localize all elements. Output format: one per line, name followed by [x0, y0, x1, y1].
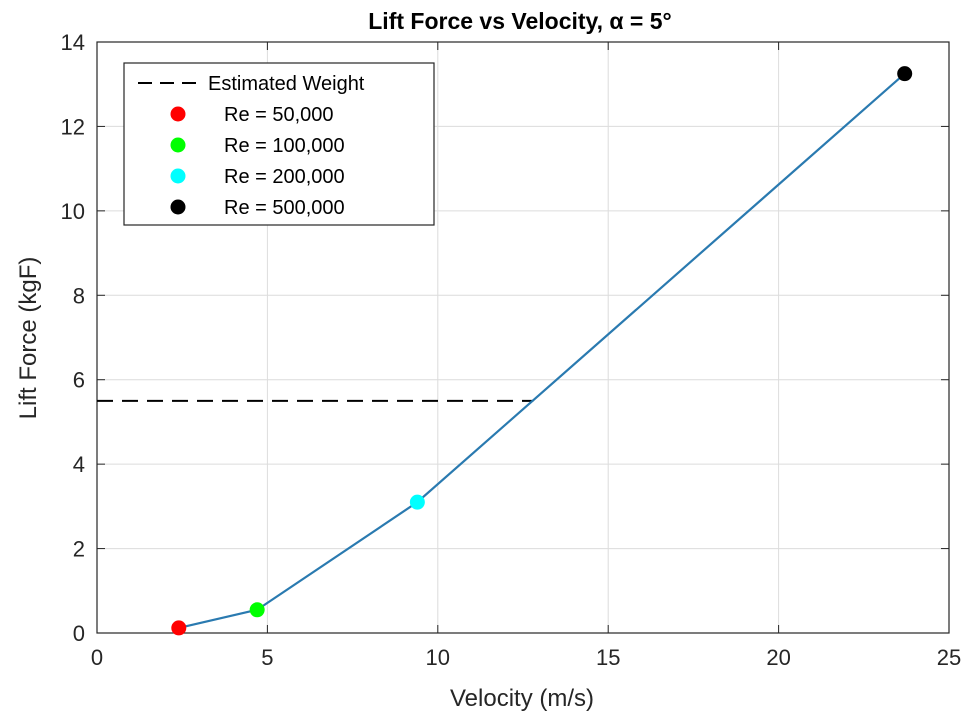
data-point-1	[171, 620, 187, 636]
chart-title: Lift Force vs Velocity, α = 5°	[368, 8, 672, 34]
data-point-2	[249, 602, 265, 618]
y-tick-label: 0	[73, 621, 85, 646]
legend-swatch-2	[170, 137, 186, 153]
y-tick-label: 10	[61, 199, 85, 224]
legend-label-3: Re = 200,000	[224, 166, 345, 188]
legend-label-2: Re = 100,000	[224, 135, 345, 157]
x-tick-label: 5	[261, 645, 273, 670]
legend-swatch-1	[170, 106, 186, 122]
plot-area-border	[96, 41, 950, 634]
data-points	[171, 66, 913, 636]
data-point-3	[409, 494, 425, 510]
x-axis-label: Velocity (m/s)	[450, 685, 594, 712]
y-tick-label: 4	[73, 452, 85, 477]
lift-force-series-line	[178, 72, 906, 630]
x-tick-label: 10	[426, 645, 450, 670]
tick-marks	[96, 41, 950, 634]
y-axis-label: Lift Force (kgF)	[15, 257, 42, 420]
y-tick-label: 8	[73, 283, 85, 308]
x-tick-label: 20	[766, 645, 790, 670]
x-tick-label: 0	[91, 645, 103, 670]
x-tick-labels: 0 5 10 15 20 25	[91, 645, 961, 670]
legend-label-4: Re = 500,000	[224, 197, 345, 219]
y-tick-label: 14	[61, 30, 85, 55]
legend-swatch-4	[170, 199, 186, 215]
legend-label-estimated-weight: Estimated Weight	[208, 73, 365, 95]
legend-entries: Re = 50,000 Re = 100,000 Re = 200,000 Re = …	[170, 104, 345, 219]
x-tick-label: 15	[596, 645, 620, 670]
x-tick-label: 25	[937, 645, 961, 670]
y-tick-labels: 0 2 4 6 8 10 12 14	[61, 30, 85, 646]
data-point-4	[897, 66, 913, 82]
y-tick-label: 12	[61, 114, 85, 139]
legend-label-1: Re = 50,000	[224, 104, 334, 126]
y-tick-label: 2	[73, 537, 85, 562]
legend-swatch-3	[170, 168, 186, 184]
y-tick-label: 6	[73, 368, 85, 393]
legend: Estimated Weight Re = 50,000 Re = 100,000…	[123, 62, 435, 226]
